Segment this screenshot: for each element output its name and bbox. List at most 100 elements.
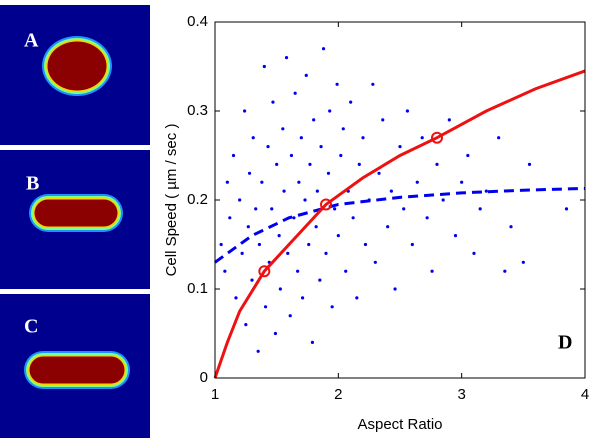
scatter-point — [318, 278, 322, 282]
scatter-point — [238, 198, 242, 202]
scatter-point — [420, 136, 424, 140]
x-tick-label: 3 — [457, 386, 465, 403]
scatter-point — [521, 260, 525, 264]
scatter-point — [254, 207, 258, 211]
scatter-point — [344, 269, 348, 273]
scatter-point — [377, 171, 381, 175]
scatter-point — [330, 305, 334, 309]
scatter-point — [251, 136, 255, 140]
scatter-point — [355, 296, 359, 300]
scatter-point — [260, 180, 264, 184]
y-tick-label: 0.1 — [187, 280, 208, 297]
scatter-point — [243, 109, 247, 113]
scatter-point — [282, 189, 286, 193]
scatter-point — [441, 198, 445, 202]
scatter-point — [244, 323, 248, 327]
scatter-point — [478, 207, 482, 211]
scatter-point — [564, 207, 569, 211]
scatter-point — [402, 207, 406, 211]
scatter-point — [405, 109, 409, 113]
scatter-point — [304, 73, 308, 77]
scatter-point — [273, 331, 278, 336]
scatter-point — [257, 242, 261, 247]
scatter-point — [503, 269, 507, 273]
panel-label: D — [558, 332, 572, 354]
x-tick-label: 4 — [581, 386, 589, 403]
y-axis-label: Cell Speed ( µm / sec ) — [163, 124, 180, 277]
scatter-point — [314, 225, 318, 229]
x-tick-label: 1 — [211, 386, 219, 403]
marker — [320, 198, 332, 211]
scatter-point — [527, 162, 532, 166]
scatter-point — [289, 153, 294, 158]
scatter-point — [351, 216, 355, 220]
scatter-point — [299, 136, 303, 140]
scatter-point — [333, 207, 337, 211]
scatter-point — [336, 234, 340, 238]
scatter-point — [219, 242, 223, 247]
scatter-point — [430, 269, 434, 273]
scatter-point — [228, 216, 232, 220]
scatter-point — [246, 225, 250, 229]
scatter-point — [286, 251, 290, 255]
scatter-point — [263, 305, 268, 309]
marker — [431, 131, 443, 144]
scatter-point — [293, 91, 297, 95]
scatter-point — [271, 100, 275, 104]
scatter-point — [247, 171, 252, 175]
y-tick-label: 0 — [200, 369, 208, 386]
scatter-point — [363, 242, 368, 247]
scatter-point — [262, 64, 266, 69]
x-axis-label: Aspect Ratio — [357, 416, 442, 433]
scatter-point — [447, 118, 451, 122]
scatter-point — [315, 189, 319, 193]
scatter-point — [398, 145, 402, 149]
scatter-point — [278, 287, 282, 291]
trend-line — [214, 186, 586, 264]
scatter-point — [266, 145, 270, 149]
scatter-point — [472, 251, 476, 255]
scatter-point — [324, 251, 328, 255]
scatter-point — [357, 162, 361, 166]
scatter-point — [335, 82, 339, 86]
scatter-point — [307, 242, 311, 247]
scatter-point — [319, 145, 323, 149]
scatter-point — [371, 82, 375, 86]
scatter-point — [321, 47, 326, 51]
marker — [258, 265, 271, 278]
scatter-point — [277, 234, 281, 238]
scatter-point — [415, 180, 419, 184]
scatter-point — [300, 296, 305, 300]
scatter-point — [223, 269, 227, 273]
scatter-point — [275, 162, 279, 166]
scatter-point — [389, 189, 393, 193]
scatter-point — [292, 216, 296, 220]
panel-label: A — [24, 30, 39, 52]
panel-label: B — [26, 173, 39, 195]
x-tick-label: 2 — [334, 386, 342, 403]
scatter-point — [297, 180, 301, 184]
scatter-point — [328, 109, 332, 113]
plot: 0 0.1 0.2 0.3 0.4 1 2 3 4 — [187, 13, 589, 403]
panel-a: A — [0, 5, 150, 145]
scatter-point — [234, 296, 238, 300]
fit-line — [213, 69, 586, 379]
scatter-point — [460, 180, 464, 184]
scatter-point — [281, 127, 285, 131]
axes-box — [214, 21, 586, 379]
panel-c: C — [0, 294, 150, 438]
scatter-point — [270, 207, 274, 211]
scatter-point — [425, 216, 429, 220]
scatter-point — [308, 162, 312, 166]
y-tick-label: 0.3 — [187, 102, 208, 119]
scatter-point — [231, 153, 236, 158]
scatter-point — [250, 278, 254, 282]
scatter-point — [381, 118, 385, 122]
scatter-point — [373, 260, 377, 264]
scatter-point — [310, 340, 315, 344]
scatter-point — [386, 225, 390, 229]
scatter-point — [361, 136, 365, 140]
scatter-point — [393, 287, 397, 291]
scatter-point — [288, 314, 292, 318]
